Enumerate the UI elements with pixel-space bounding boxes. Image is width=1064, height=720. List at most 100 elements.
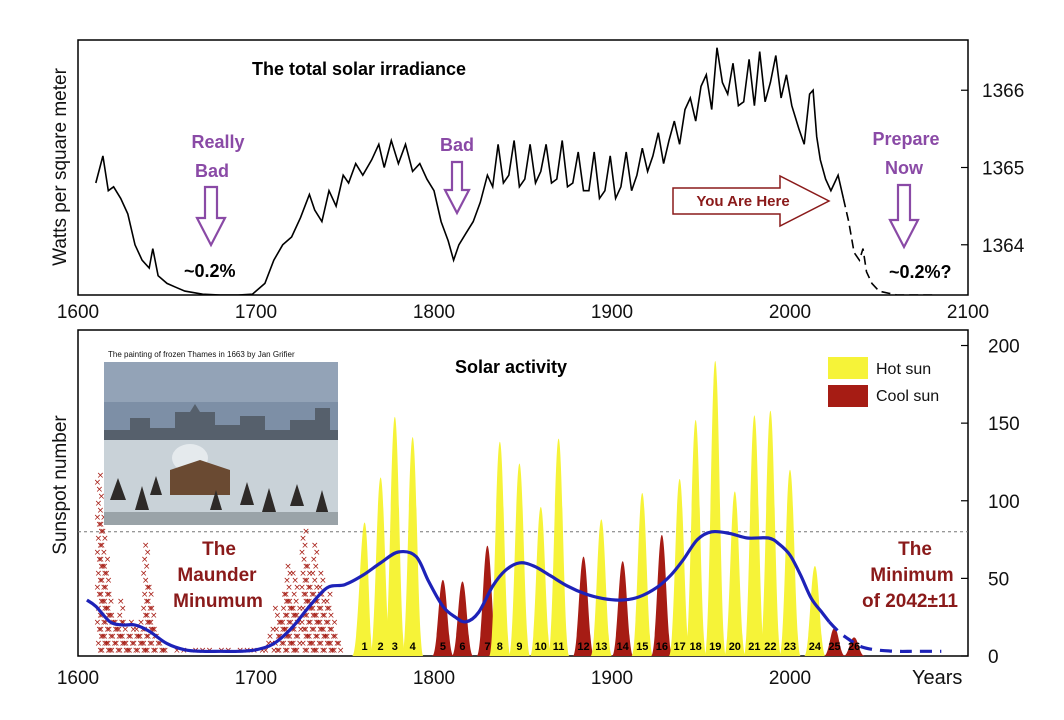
early-observation-mark: × bbox=[125, 632, 133, 642]
early-observation-mark: × bbox=[103, 569, 111, 579]
early-observation-mark: × bbox=[283, 597, 291, 607]
early-observation-mark: × bbox=[298, 583, 306, 593]
early-observation-mark: × bbox=[289, 625, 297, 635]
annotation-percent-past: ~0.2% bbox=[184, 261, 236, 281]
cycle-label-22: 22 bbox=[764, 641, 776, 653]
early-observation-mark: × bbox=[323, 632, 331, 642]
early-observation-mark: × bbox=[315, 618, 323, 628]
early-observation-mark: × bbox=[97, 471, 105, 481]
early-observation-mark: × bbox=[314, 632, 322, 642]
early-observation-mark: × bbox=[281, 625, 289, 635]
early-observation-mark: × bbox=[270, 646, 278, 656]
early-observation-mark: × bbox=[149, 625, 157, 635]
early-observation-mark: × bbox=[95, 569, 103, 579]
early-observation-mark: × bbox=[296, 639, 304, 649]
early-observation-mark: × bbox=[319, 646, 327, 656]
cycle-area-14 bbox=[612, 561, 634, 656]
cycle-area-16 bbox=[651, 534, 673, 656]
early-observation-mark: × bbox=[143, 632, 151, 642]
early-observation-mark: × bbox=[300, 590, 308, 600]
early-observation-mark: × bbox=[100, 618, 108, 628]
early-observation-mark: × bbox=[98, 527, 106, 537]
early-observation-mark: × bbox=[113, 625, 121, 635]
early-observation-mark: × bbox=[96, 625, 104, 635]
early-observation-mark: × bbox=[284, 632, 292, 642]
cycle-labels: 1 2 3 4 5 6 7 8 9 10 11 12 13 14 15 16 17 18 19 20 21 22 23 24 2… bbox=[362, 641, 861, 653]
early-observation-mark: × bbox=[101, 562, 109, 572]
cycle-label-16: 16 bbox=[656, 641, 668, 653]
tsi-y-ticks: 1364 1365 1366 bbox=[961, 81, 1025, 257]
early-observation-mark: × bbox=[104, 639, 112, 649]
early-observation-mark: × bbox=[144, 548, 152, 558]
cycle-label-17: 17 bbox=[674, 641, 686, 653]
early-observation-mark: × bbox=[288, 604, 296, 614]
early-observation-mark: × bbox=[127, 632, 135, 642]
early-observation-mark: × bbox=[283, 576, 291, 586]
frozen-thames-painting: The painting of frozen Thames in 1663 by… bbox=[104, 345, 338, 525]
early-observation-mark: × bbox=[276, 632, 284, 642]
annotation-minimum-2042: The Minimum of 2042±11 bbox=[862, 539, 958, 612]
early-observation-mark: × bbox=[120, 618, 128, 628]
early-observation-mark: × bbox=[306, 618, 314, 628]
down-arrow-icon bbox=[195, 185, 227, 248]
early-observation-mark: × bbox=[124, 646, 132, 656]
early-observation-mark: × bbox=[305, 632, 313, 642]
early-observation-mark: × bbox=[303, 576, 311, 586]
cycle-label-6: 6 bbox=[459, 641, 465, 653]
early-observation-mark: × bbox=[112, 639, 120, 649]
cycle-label-7: 7 bbox=[484, 641, 490, 653]
cycle-area-15 bbox=[631, 493, 653, 656]
tsi-y-tick-label: 1365 bbox=[982, 159, 1024, 180]
early-observation-mark: × bbox=[335, 639, 343, 649]
cycle-label-21: 21 bbox=[748, 641, 760, 653]
cycle-area-22 bbox=[759, 410, 782, 656]
early-observation-mark: × bbox=[316, 618, 324, 628]
annotation-text: Minimum bbox=[870, 565, 953, 586]
early-observation-mark: × bbox=[311, 611, 319, 621]
early-observation-mark: × bbox=[300, 555, 308, 565]
early-observation-mark: × bbox=[313, 611, 321, 621]
tsi-x-tick-label: 1600 bbox=[57, 302, 99, 323]
early-observation-mark: × bbox=[116, 611, 124, 621]
down-arrow-icon bbox=[888, 183, 920, 250]
annotation-prepare-now: Prepare Now bbox=[872, 129, 940, 250]
sunspot-x-tick-label: 2000 bbox=[769, 668, 811, 689]
sunspot-x-ticks: 1600 1700 1800 1900 2000 bbox=[57, 668, 811, 689]
early-observation-mark: × bbox=[147, 590, 155, 600]
tsi-x-ticks: 1600 1700 1800 1900 2000 2100 bbox=[57, 302, 989, 323]
early-observation-mark: × bbox=[101, 604, 109, 614]
cycle-label-24: 24 bbox=[809, 641, 822, 653]
legend-swatch-hot bbox=[828, 357, 868, 379]
sunspot-y-tick-label: 200 bbox=[988, 337, 1020, 358]
early-observation-mark: × bbox=[283, 646, 291, 656]
early-observation-mark: × bbox=[284, 597, 292, 607]
early-observation-mark: × bbox=[297, 625, 305, 635]
early-observation-mark: × bbox=[295, 618, 303, 628]
early-observation-mark: × bbox=[119, 639, 127, 649]
cycle-label-20: 20 bbox=[729, 641, 741, 653]
early-observation-mark: × bbox=[327, 611, 335, 621]
early-observation-mark: × bbox=[284, 562, 292, 572]
early-observation-mark: × bbox=[327, 639, 335, 649]
early-observation-mark: × bbox=[282, 590, 290, 600]
early-observation-mark: × bbox=[324, 639, 332, 649]
early-observation-mark: × bbox=[302, 597, 310, 607]
early-observation-mark: × bbox=[152, 646, 160, 656]
early-observation-mark: × bbox=[310, 555, 318, 565]
early-observation-mark: × bbox=[282, 625, 290, 635]
early-observation-mark: × bbox=[309, 604, 317, 614]
sunspot-y-tick-label: 100 bbox=[988, 492, 1020, 513]
cycle-area-20 bbox=[724, 491, 746, 656]
early-observation-mark: × bbox=[291, 646, 299, 656]
early-observation-mark: × bbox=[102, 618, 110, 628]
early-observation-mark: × bbox=[142, 541, 150, 551]
early-observation-mark: × bbox=[317, 604, 325, 614]
early-observation-mark: × bbox=[97, 576, 105, 586]
early-observation-mark: × bbox=[327, 646, 335, 656]
annotation-bad: Bad bbox=[440, 135, 474, 216]
early-observation-mark: × bbox=[161, 646, 169, 656]
early-observation-mark: × bbox=[293, 646, 301, 656]
early-observation-mark: × bbox=[309, 639, 317, 649]
early-observation-mark: × bbox=[291, 611, 299, 621]
early-observation-mark: × bbox=[143, 597, 151, 607]
